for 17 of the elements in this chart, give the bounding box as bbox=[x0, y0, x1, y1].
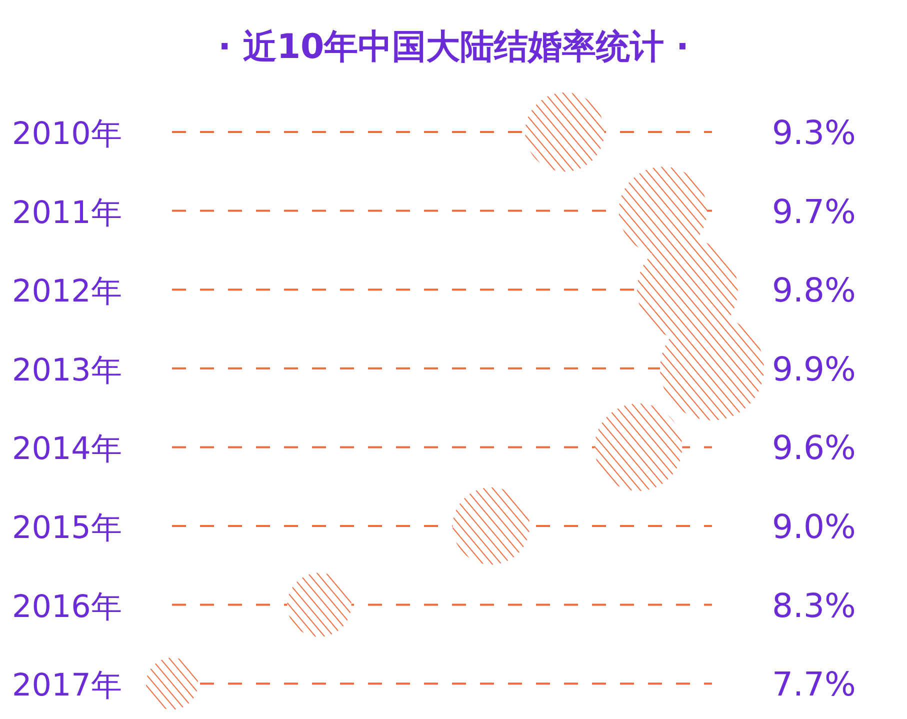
y-tick-label: 2014年 bbox=[12, 431, 122, 468]
data-label: 9.7% bbox=[772, 192, 856, 231]
data-label: 7.7% bbox=[772, 664, 856, 704]
data-label: 9.8% bbox=[772, 270, 856, 310]
data-label: 9.9% bbox=[772, 349, 856, 388]
y-tick-label: 2012年 bbox=[12, 274, 122, 310]
y-tick-label: 2013年 bbox=[12, 352, 122, 388]
data-label: 8.3% bbox=[772, 586, 856, 625]
data-label: 9.0% bbox=[772, 507, 856, 546]
y-tick-label: 2016年 bbox=[12, 588, 122, 625]
data-label: 9.3% bbox=[772, 113, 856, 152]
y-tick-label: 2011年 bbox=[12, 194, 122, 231]
y-tick-label: 2015年 bbox=[12, 510, 122, 546]
y-tick-label: 2017年 bbox=[12, 668, 122, 704]
y-tick-label: 2010年 bbox=[12, 116, 122, 152]
chart-title: · 近10年中国大陆结婚率统计 · bbox=[218, 27, 689, 67]
data-label: 9.6% bbox=[772, 428, 856, 468]
